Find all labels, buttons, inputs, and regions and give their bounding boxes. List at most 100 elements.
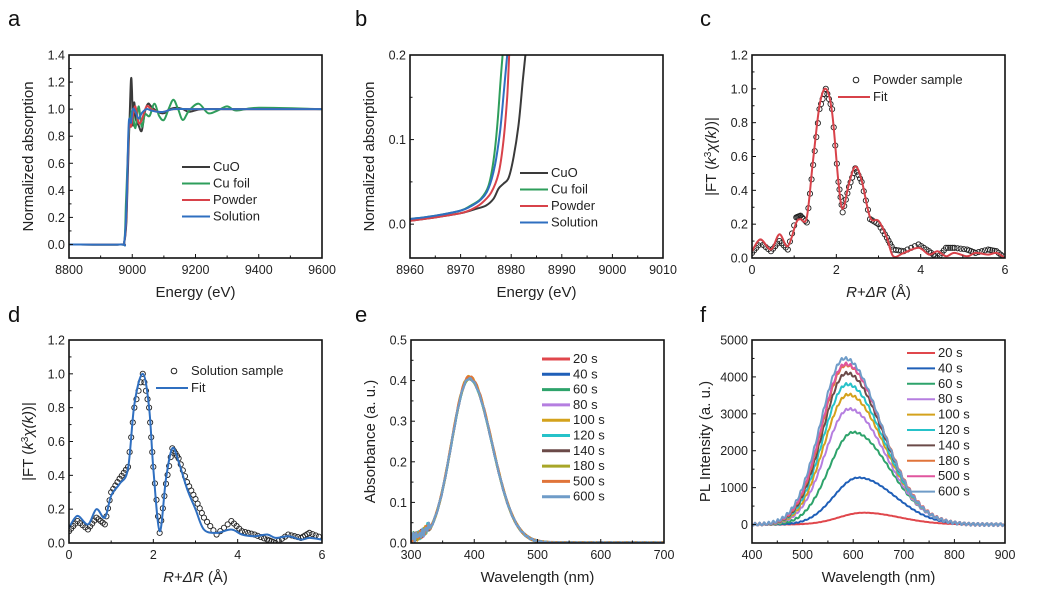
x-tick-label: 700 <box>893 548 914 562</box>
legend-item: 120 s <box>907 422 970 437</box>
x-tick-label: 8970 <box>447 263 475 277</box>
legend-item: 80 s <box>907 391 963 406</box>
chart-panel-b: b 8960 8970 8980 8990 9000 9010 0.0 0.1 0.2 Energy… <box>355 6 677 301</box>
x-tick-label: 700 <box>654 548 675 562</box>
x-tick-label: 4 <box>234 548 241 562</box>
x-tick-label: 2 <box>150 548 157 562</box>
x-tick-label: 0 <box>749 263 756 277</box>
panel-letter: f <box>700 302 707 327</box>
x-tick-label: 8980 <box>497 263 525 277</box>
legend-item: 500 s <box>907 468 970 483</box>
legend-item: 180 s <box>542 458 605 473</box>
chart-panel-a: a 8800 9000 9200 9400 9600 0.0 0.2 0.4 0.6 0.8 1.0 1… <box>8 6 336 301</box>
plot-area <box>410 55 527 222</box>
series-line-cuo <box>69 76 322 246</box>
legend-item: CuO <box>182 159 240 174</box>
legend-label: Powder <box>551 198 596 213</box>
y-tick-label: 0.4 <box>48 469 65 483</box>
legend-item: Fit <box>838 89 888 104</box>
y-tick-label: 0.3 <box>390 415 407 429</box>
series-line-cu-foil <box>410 55 504 221</box>
data-point <box>947 244 954 251</box>
x-tick-label: 8960 <box>396 263 424 277</box>
legend-item: 600 s <box>542 489 605 504</box>
x-tick-label: 400 <box>742 548 763 562</box>
x-tick-label: 400 <box>464 548 485 562</box>
y-tick-label: 0.0 <box>48 537 65 551</box>
y-tick-label: 1.2 <box>731 49 748 63</box>
legend-label: 140 s <box>573 443 605 458</box>
legend-label: 20 s <box>938 345 963 360</box>
data-point <box>204 518 211 525</box>
panel-letter: c <box>700 6 711 31</box>
legend-label: 100 s <box>573 412 605 427</box>
legend-item: 20 s <box>542 351 598 366</box>
x-axis-label: R+ΔR (Å) <box>163 569 228 586</box>
x-axis-label: Energy (eV) <box>155 284 235 301</box>
legend: Solution sample Fit <box>156 363 284 395</box>
y-tick-label: 2000 <box>720 444 748 458</box>
series-line-cu-foil <box>69 98 322 247</box>
series-line-600s <box>752 356 1005 528</box>
legend-label: Fit <box>873 89 888 104</box>
x-tick-label: 500 <box>527 548 548 562</box>
y-tick-label: 0.8 <box>731 116 748 130</box>
axes-frame <box>68 54 323 259</box>
data-point <box>999 253 1005 258</box>
legend-item: Cu foil <box>520 182 588 197</box>
y-tick-label: 0.2 <box>48 503 65 517</box>
legend-item: 500 s <box>542 473 605 488</box>
plot-area <box>69 76 322 247</box>
x-axis-label: Wavelength (nm) <box>481 569 595 586</box>
legend-item: Cu foil <box>182 176 250 191</box>
legend-item: 100 s <box>907 407 970 422</box>
legend-label: 60 s <box>573 382 598 397</box>
series-line-solution <box>69 107 322 247</box>
y-tick-label: 0.2 <box>48 211 65 225</box>
legend-label: 600 s <box>938 484 970 499</box>
series-line-powder <box>410 55 511 222</box>
x-tick-label: 8990 <box>548 263 576 277</box>
x-axis-label: R+ΔR (Å) <box>846 284 911 301</box>
legend-label: Solution <box>551 215 598 230</box>
legend-marker <box>852 76 860 84</box>
panel-letter: e <box>355 302 367 327</box>
data-point <box>272 539 279 543</box>
plot-area <box>752 85 1005 258</box>
legend-item: 600 s <box>907 484 970 499</box>
legend-label: 40 s <box>938 360 963 375</box>
y-tick-label: 0.8 <box>48 401 65 415</box>
y-axis-label: |FT (k3χ(k))| <box>703 117 721 196</box>
legend-item: 140 s <box>542 443 605 458</box>
y-tick-label: 0.0 <box>48 238 65 252</box>
legend-label: CuO <box>213 159 240 174</box>
data-point <box>951 244 958 251</box>
legend-item: 80 s <box>542 397 598 412</box>
legend-label: 600 s <box>573 489 605 504</box>
data-point <box>200 514 207 521</box>
legend-label: 500 s <box>573 473 605 488</box>
chart-panel-c: c 0 2 4 6 0.0 0.2 0.4 0.6 0.8 1.0 1.2 R+ΔR (Å) |FT (k… <box>700 6 1009 301</box>
x-tick-label: 6 <box>319 548 326 562</box>
y-tick-label: 0.4 <box>731 184 748 198</box>
data-point <box>839 209 846 216</box>
y-tick-label: 0.4 <box>390 374 407 388</box>
legend-label: 180 s <box>938 453 970 468</box>
y-tick-label: 5000 <box>720 334 748 348</box>
x-tick-label: 9000 <box>118 263 146 277</box>
legend-item: Solution sample <box>170 363 284 378</box>
data-point <box>954 245 961 252</box>
series-line-powder <box>69 104 322 247</box>
legend-label: Solution sample <box>191 363 284 378</box>
legend-label: Solution <box>213 209 260 224</box>
chart-panel-d: d 0 2 4 6 0.0 0.2 0.4 0.6 0.8 1.0 1.2 R+ΔR (Å) |FT (k… <box>8 302 326 586</box>
x-tick-label: 500 <box>792 548 813 562</box>
legend-label: Cu foil <box>551 182 588 197</box>
y-tick-label: 0.6 <box>48 435 65 449</box>
data-point <box>139 370 146 377</box>
y-tick-label: 0 <box>741 518 748 532</box>
legend-item: Powder <box>182 192 258 207</box>
data-point <box>945 244 952 251</box>
data-point <box>306 529 313 536</box>
